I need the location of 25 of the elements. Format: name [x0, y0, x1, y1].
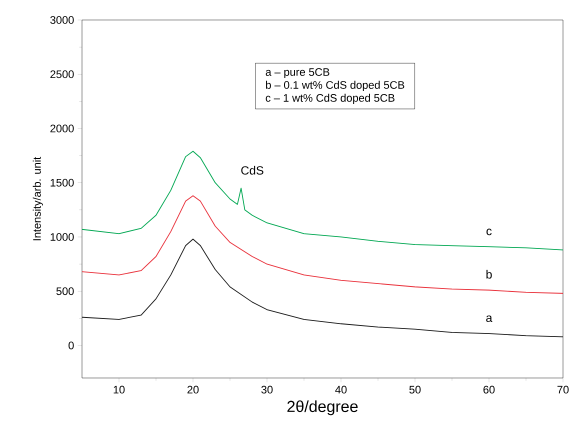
- series-label: a: [486, 315, 492, 322]
- x-tick-label: 60: [483, 386, 495, 394]
- x-tick-label: 50: [409, 386, 421, 394]
- annotation: b – 0.1 wt% CdS doped 5CB: [266, 80, 404, 92]
- y-tick-label: 3000: [50, 16, 74, 24]
- line-series: [82, 238, 564, 338]
- y-axis-title: Intensity/arb. unit: [32, 156, 43, 240]
- y-tick-label: 2500: [50, 70, 74, 78]
- x-tick-label: 40: [335, 386, 347, 394]
- y-tick-label: 2000: [50, 124, 74, 132]
- y-tick-label: 0: [68, 342, 74, 350]
- series-label: c: [486, 228, 492, 236]
- line-series: [82, 150, 564, 250]
- x-tick-label: 70: [557, 386, 569, 394]
- x-tick-label: 20: [187, 386, 199, 394]
- annotation: c – 1 wt% CdS doped 5CB: [266, 94, 394, 104]
- annotation: CdS: [241, 166, 264, 175]
- y-tick-label: 1000: [50, 233, 74, 241]
- x-tick-label: 30: [261, 386, 273, 394]
- y-tick-label: 1500: [50, 178, 74, 187]
- x-tick-label: 10: [114, 386, 125, 394]
- x-axis-title: 2θ/degree: [287, 400, 358, 416]
- y-tick-label: 500: [56, 287, 74, 296]
- annotation: a – pure 5CB: [266, 68, 330, 78]
- series-label: b: [486, 270, 492, 279]
